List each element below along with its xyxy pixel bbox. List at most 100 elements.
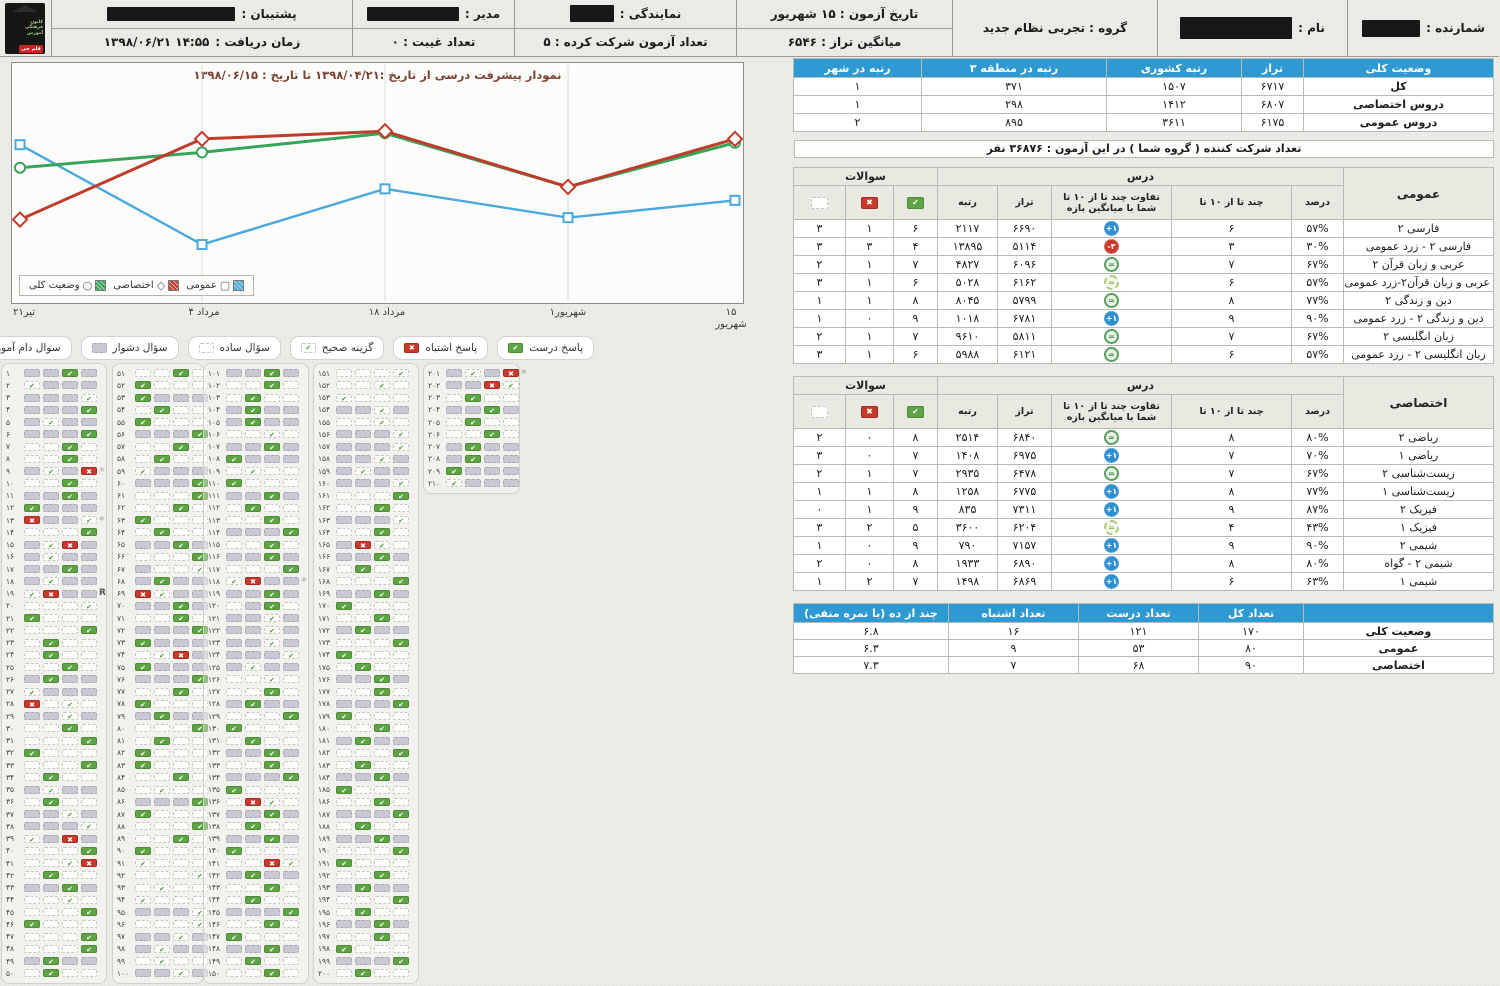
answer-cell: [337, 638, 353, 647]
question-number: ۱۴: [7, 527, 16, 537]
diff-value: +۱: [1052, 219, 1173, 238]
question-row: ۲۸ ✖ ✔: [7, 698, 103, 710]
answer-cell: [25, 663, 41, 672]
answer-cell: [25, 369, 41, 378]
correct-count: ۶: [893, 273, 939, 292]
question-number: ۱۱۸: [209, 576, 222, 586]
answer-cell: ✔: [356, 908, 372, 917]
answer-cell: [82, 503, 98, 512]
answer-cell: ✔: [193, 797, 209, 806]
question-number: ۲۹: [7, 711, 16, 721]
answer-cell: [174, 908, 190, 917]
subject-tables: عمومی درس سوالات درصد چند تا از ۱۰ تا تف…: [793, 167, 1495, 591]
answer-cell: [44, 491, 60, 500]
answer-cell: [174, 785, 190, 794]
question-number: ۲۰۸: [429, 454, 442, 464]
row-label: عمومی: [1304, 639, 1495, 657]
answer-cell: [174, 871, 190, 880]
question-row: ۳۴ ✔: [7, 771, 103, 783]
answer-cell: [337, 418, 353, 427]
answer-cell: ✔: [375, 614, 391, 623]
answer-cell: ✔: [337, 785, 353, 794]
answer-cell: [25, 822, 41, 831]
question-number: ۱۱۲: [209, 503, 222, 513]
question-row: ۱۳۴ ✔: [209, 771, 305, 783]
header-exam-date-avg: تاریخ آزمون : ۱۵ شهریور میانگین تراز : ۶…: [737, 0, 953, 56]
answer-cell: ✔: [25, 687, 41, 696]
answer-cell: [265, 773, 281, 782]
question-row: ۱۷۲ ✔: [319, 624, 415, 636]
subject-row: زیست‌شناسی ۱ ۷۷% ۸ +۱ ۶۷۷۵ ۱۲۵۸ ۸ ۱ ۱: [793, 482, 1495, 501]
answer-cell: [193, 712, 209, 721]
answer-cell: ✔: [227, 724, 243, 733]
answer-cell: ✔: [265, 540, 281, 549]
question-row: ۳ ✔: [7, 392, 103, 404]
question-row: ۱۱۱ ✔: [209, 490, 305, 502]
answer-cell: ✔: [375, 724, 391, 733]
taraz-value: ۶۸۹۰: [998, 554, 1053, 573]
answer-cell: [44, 822, 60, 831]
answer-cell: [174, 430, 190, 439]
question-number: ۳۰: [7, 723, 16, 733]
question-row: ۸۹ ✔: [118, 833, 209, 845]
legend-chip[interactable]: پاسخ اشتباه ✖: [394, 336, 490, 360]
question-number: ۱۷۸: [319, 699, 332, 709]
answer-cell: ✔: [82, 944, 98, 953]
answer-cell: [375, 846, 391, 855]
answer-cell: [25, 785, 41, 794]
question-row: ۸۵ ✔: [118, 784, 209, 796]
answer-cell: [155, 834, 171, 843]
question-number: ۲۰۹: [429, 466, 442, 476]
avg-taraz-label: میانگین تراز : ۶۵۴۶: [788, 35, 903, 50]
answer-cell: ✔: [265, 369, 281, 378]
answer-cell: [227, 626, 243, 635]
question-row: ۱۶۱ ✔: [319, 490, 415, 502]
legend-chip[interactable]: پاسخ درست ✔: [498, 336, 595, 360]
blank-count: ۳: [793, 446, 847, 465]
answer-cell: [337, 969, 353, 978]
question-number: ۱۹۶: [319, 919, 332, 929]
answer-cell: [227, 883, 243, 892]
answer-cell: ✔: [375, 405, 391, 414]
answer-cell: [504, 430, 520, 439]
answer-cell: ✔: [466, 454, 482, 463]
absences-label: تعداد غیبت : ۰: [392, 35, 477, 50]
question-row: ۱۲۲ ✔: [209, 624, 305, 636]
question-row: ۱۸ ✔: [7, 575, 103, 587]
answer-cell: ✔: [155, 577, 171, 586]
answer-cell: [485, 418, 501, 427]
answer-cell: ✔: [356, 626, 372, 635]
answer-cell: ✔: [284, 650, 300, 659]
table-row: دروس اختصاصی ۶۸۰۷ ۱۴۱۲ ۲۹۸ ۱: [794, 95, 1495, 114]
diff-value: +۱: [1052, 482, 1173, 501]
answer-cell: [375, 442, 391, 451]
answer-cell: ✔: [265, 883, 281, 892]
answer-cell: [227, 859, 243, 868]
answer-cell: [284, 761, 300, 770]
percent-value: ۶۷%: [1292, 327, 1345, 346]
subject-row: ریاضی ۱ ۷۰% ۷ +۱ ۶۹۷۵ ۱۴۰۸ ۷ ۰ ۳: [793, 446, 1495, 465]
answer-cell: [193, 846, 209, 855]
answer-cell: ✖: [44, 589, 60, 598]
answer-cell: [265, 785, 281, 794]
question-row: ۲۰۵ ✔: [429, 416, 520, 428]
question-number: ۱۹۴: [319, 895, 332, 905]
answer-cell: [63, 871, 79, 880]
legend-chip[interactable]: گزینه صحیح ✔: [290, 336, 386, 360]
chart-legend-item: وضعیت کلی ○: [30, 279, 108, 292]
legend-chip[interactable]: سؤال دشوار: [81, 336, 180, 360]
answer-cell: [174, 516, 190, 525]
legend-chip[interactable]: سؤال ساده: [188, 336, 282, 360]
question-number: ۷۱: [118, 613, 127, 623]
question-number: ۷۵: [118, 662, 127, 672]
answer-cell: [337, 552, 353, 561]
question-row: ۴۴ ✔: [7, 894, 103, 906]
header-name: نام :: [1158, 0, 1348, 56]
legend-chip-label: گزینه صحیح: [322, 342, 375, 354]
legend-chip[interactable]: سوال دام آموزشی*: [0, 336, 73, 360]
answer-cell: ✔: [375, 381, 391, 390]
answer-cell: [63, 503, 79, 512]
answer-cell: ✔: [265, 797, 281, 806]
question-row: ۲۰۴ ✔: [429, 404, 520, 416]
answer-cell: [174, 405, 190, 414]
